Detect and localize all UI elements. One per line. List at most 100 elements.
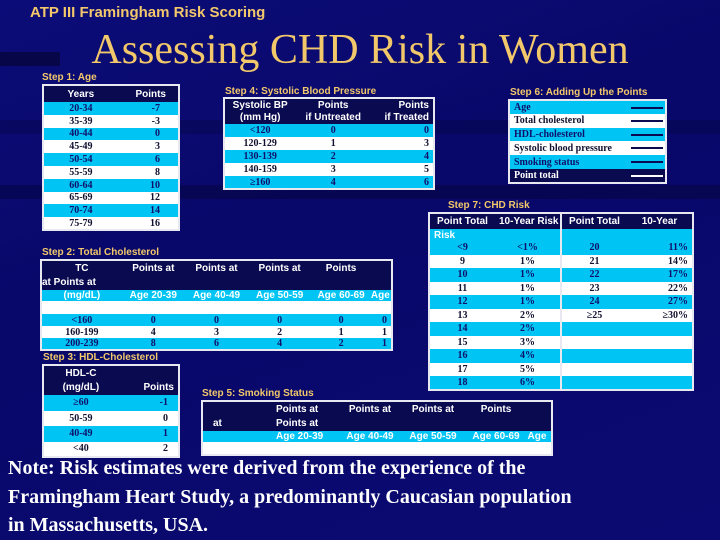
blank-cell [117,365,179,380]
step2-label: Step 2: Total Cholesterol [42,247,160,258]
col-header: Points [117,380,179,395]
footnote-line: Note: Risk estimates were derived from t… [8,457,526,479]
table-cell: 5 [370,163,434,176]
decor-stripe [0,185,720,199]
bp-table: Systolic BP Points Points (mm Hg) if Untrea… [223,97,435,190]
col-header: Age 20-39 [121,290,185,301]
table-cell: 5% [495,362,561,376]
table-cell: 0 [117,127,179,141]
table-cell: -1 [117,395,179,411]
table-cell: 40-49 [43,426,118,442]
table-cell: 75-79 [43,217,118,230]
table-row: 120-129 1 3 [224,137,434,150]
table-cell: 120-129 [224,137,296,150]
table-cell: 45-49 [43,140,118,154]
table-cell: 40-44 [43,127,118,141]
table-cell: 12 [117,191,179,205]
table-cell: 0 [311,314,371,326]
col-header: Points [295,98,371,111]
step1-label: Step 1: Age [42,72,97,83]
table-cell [627,322,693,336]
table-cell: 50-54 [43,153,118,166]
col-header: Points at [401,401,465,416]
table-cell: -7 [117,102,179,115]
chd-risk-table: Point Total 10-Year Risk Point Total 10-Yea… [428,212,694,391]
table-row: 12 1% 24 27% [429,295,693,309]
cholesterol-table: TC Points at Points at Points at Points at P… [40,259,393,351]
table-cell: HDL-cholesterol [509,127,627,142]
table-row: 17 5% [429,362,693,376]
col-header: 10-Year Risk [495,213,561,229]
blank-cell [370,260,392,275]
table-cell: 0 [370,124,434,137]
table-row: 11 1% 23 22% [429,281,693,295]
footnote: Note: Risk estimates were derived from t… [8,454,718,540]
step6-label: Step 6: Adding Up the Points [510,87,648,98]
table-cell: 12 [429,295,495,309]
table-cell: 21 [560,254,627,268]
table-cell: 2 [295,150,371,163]
table-cell: 1% [495,281,561,295]
table-cell: -3 [117,114,179,128]
col-header: Points [464,401,528,416]
table-cell: 50-59 [43,410,118,426]
col-header: 10-Year [627,213,693,229]
table-cell: 1 [370,326,392,338]
table-row: Age [509,100,666,114]
table-cell: 3% [495,335,561,349]
table-cell: 130-139 [224,150,296,163]
table-cell: 4 [121,326,185,338]
table-row: 50-54 6 [43,153,179,166]
footnote-line: in Massachusetts, USA. [8,514,209,536]
col-header: TC [41,260,122,275]
table-row: Smoking status [509,155,666,169]
table-cell: 1% [495,295,561,309]
table-cell: 6 [117,153,179,166]
table-cell: 60-64 [43,178,118,192]
table-cell: Point total [509,168,627,183]
entry-blank [626,127,666,142]
table-row: HDL-cholesterol [509,127,666,142]
table-row: 13 2% ≥25 ≥30% [429,308,693,322]
table-row: 16 4% [429,349,693,363]
col-header: Points at [121,260,185,275]
entry-blank [626,168,666,183]
blank-cell [202,431,272,442]
table-cell: 13 [429,308,495,322]
table-cell: <120 [224,124,296,137]
col-header: (mg/dL) [41,290,122,301]
col-header: Points at [184,260,249,275]
table-cell: 22% [627,281,693,295]
col-header: Point Total [429,213,495,229]
table-cell: 9 [429,254,495,268]
col-header: (mm Hg) [224,111,296,124]
table-cell: 1 [295,137,371,150]
col-header: Points at [272,416,339,431]
col-header: Age 20-39 [272,431,339,442]
table-row: 9 1% 21 14% [429,254,693,268]
table-cell: 55-59 [43,165,118,179]
col-header: (mg/dL) [43,380,118,395]
table-row: 70-74 14 [43,204,179,218]
table-row: 75-79 16 [43,217,179,230]
table-cell: 3 [370,137,434,150]
table-cell: 22 [560,268,627,282]
table-cell: 0 [117,410,179,426]
table-cell: 2 [311,338,371,350]
table-cell: 3 [184,326,249,338]
table-cell: 11 [429,281,495,295]
table-row: 18 6% [429,376,693,390]
table-cell: 4 [370,150,434,163]
table-cell: Smoking status [509,155,627,169]
table-row: 130-139 2 4 [224,150,434,163]
table-cell: 6% [495,376,561,390]
table-cell [560,322,627,336]
table-cell: 0 [295,124,371,137]
table-cell: 14 [117,204,179,218]
col-header: if Untreated [295,111,371,124]
table-cell: 2% [495,322,561,336]
table-row: 45-49 3 [43,140,179,154]
table-cell: 1% [495,268,561,282]
table-cell: 4% [495,349,561,363]
table-cell [627,349,693,363]
